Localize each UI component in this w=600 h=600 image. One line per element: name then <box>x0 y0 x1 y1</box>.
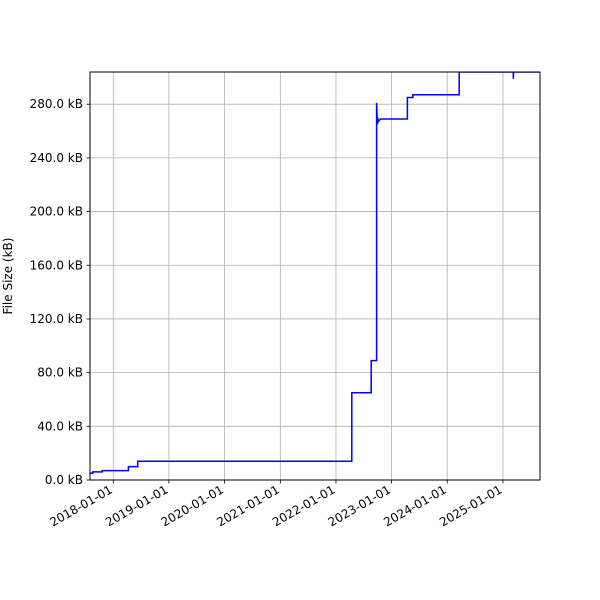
y-tick-label: 80.0 kB <box>37 366 83 380</box>
y-tick-label: 200.0 kB <box>30 205 83 219</box>
y-tick-label: 40.0 kB <box>37 419 83 433</box>
y-tick-label: 0.0 kB <box>45 473 83 487</box>
y-tick-label: 240.0 kB <box>30 151 83 165</box>
y-tick-label: 160.0 kB <box>30 258 83 272</box>
y-axis-label: File Size (kB) <box>1 238 15 315</box>
series-line <box>90 72 540 475</box>
grid <box>90 72 540 481</box>
plot-frame <box>89 71 541 481</box>
y-tick-label: 120.0 kB <box>30 312 83 326</box>
y-tick-label: 280.0 kB <box>30 97 83 111</box>
series-layer <box>90 72 540 475</box>
